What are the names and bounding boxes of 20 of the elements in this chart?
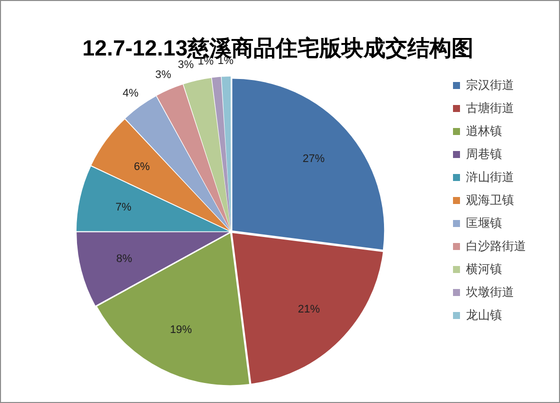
legend-label: 宗汉街道 [466, 78, 514, 92]
data-label: 19% [170, 324, 192, 336]
legend-label: 浒山街道 [466, 170, 514, 184]
data-label: 27% [302, 152, 325, 165]
legend-label: 逍林镇 [466, 124, 502, 138]
data-label: 21% [298, 304, 320, 316]
legend-label: 横河镇 [466, 262, 502, 276]
data-label: 4% [122, 88, 139, 100]
data-label: 6% [134, 160, 150, 173]
legend-label: 坎墩街道 [465, 284, 514, 299]
data-label: 3% [178, 59, 194, 72]
legend-label: 白沙路街道 [466, 238, 526, 253]
data-label: 8% [116, 253, 132, 266]
legend-label: 匡堰镇 [466, 216, 502, 230]
data-label: 7% [115, 202, 132, 214]
legend-label: 古塘街道 [466, 100, 514, 115]
legend-label: 周巷镇 [466, 146, 502, 161]
legend-label: 观海卫镇 [466, 192, 514, 207]
legend-label: 龙山镇 [466, 308, 502, 322]
data-label: 3% [155, 68, 172, 81]
